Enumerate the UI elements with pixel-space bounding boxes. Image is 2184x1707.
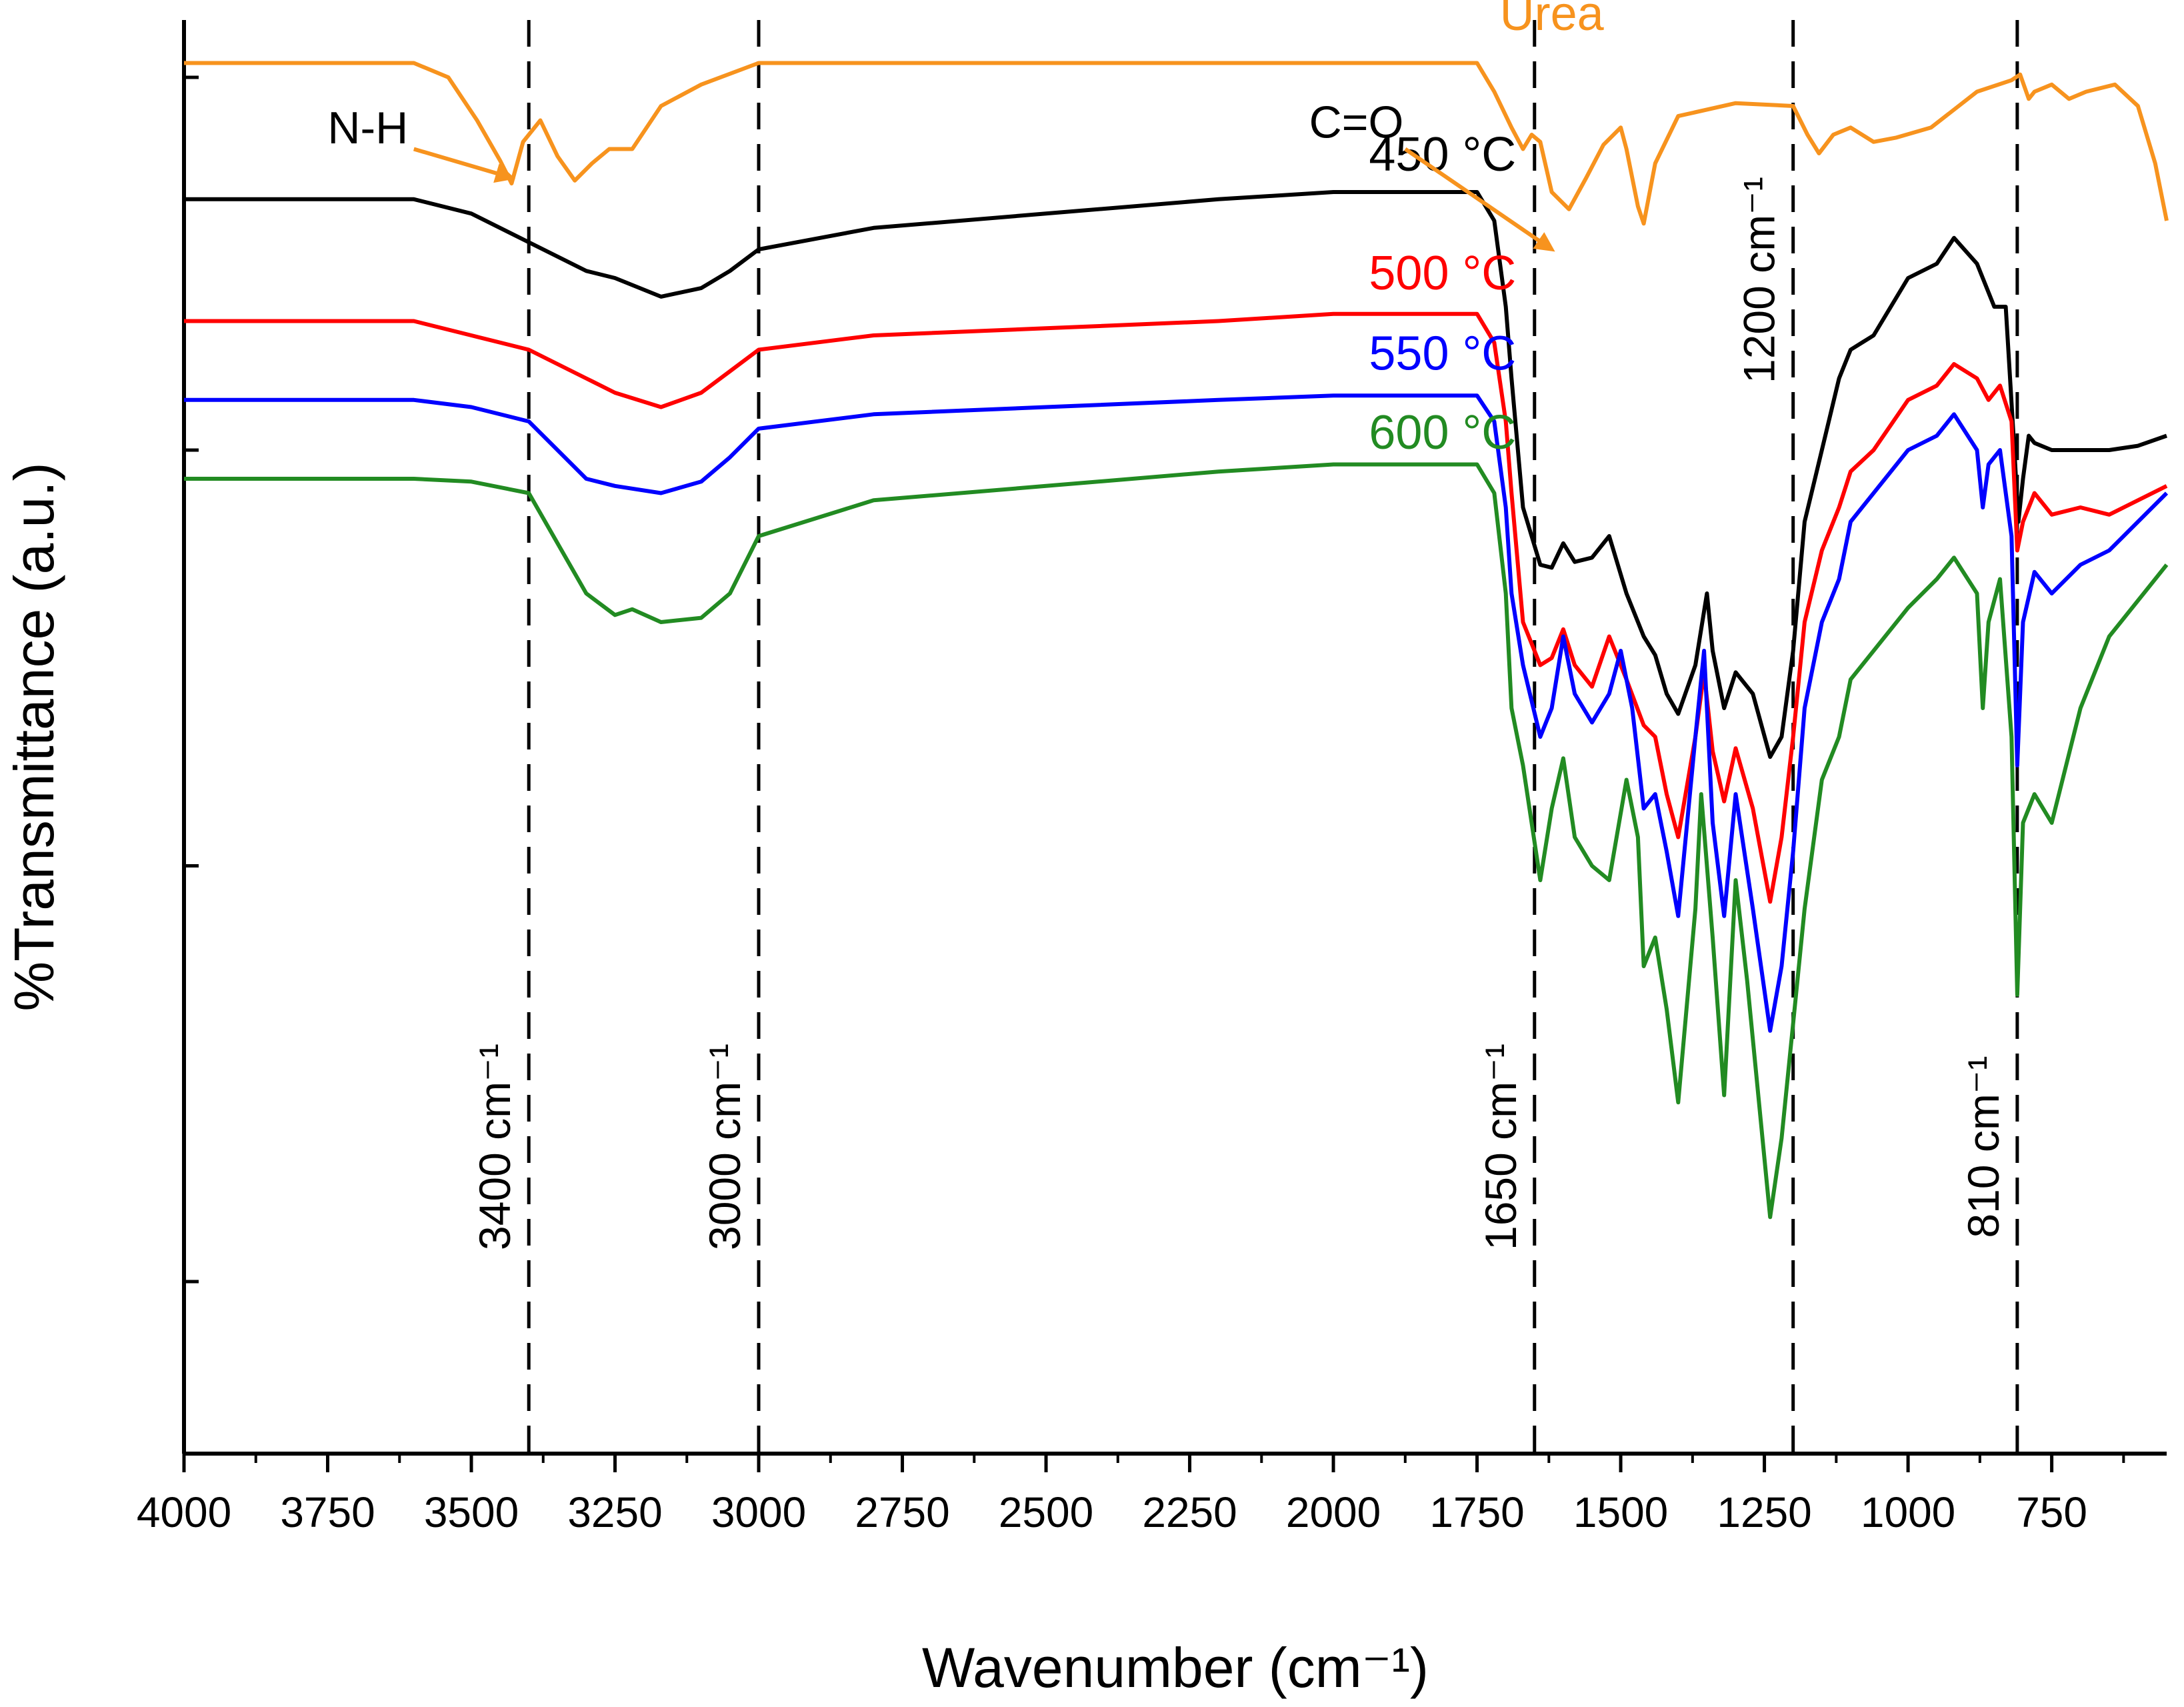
series-label: 550 °C xyxy=(1369,327,1516,381)
x-tick-label: 1750 xyxy=(1429,1488,1524,1536)
reference-line-label: 810 cm⁻¹ xyxy=(1959,1056,2008,1238)
annotation-arrow xyxy=(1404,147,1555,252)
x-tick-label: 2500 xyxy=(999,1488,1093,1536)
series-line xyxy=(184,462,2169,1220)
x-tick-label: 3000 xyxy=(711,1488,806,1536)
annotation-label: C=O xyxy=(1309,97,1404,147)
series-group xyxy=(184,61,2169,1220)
reference-lines: 3400 cm⁻¹ 3000 cm⁻¹ 1650 cm⁻¹ 1200 cm⁻¹ 810 … xyxy=(470,20,2019,1454)
annotation-label: N-H xyxy=(327,103,408,153)
x-tick-label: 1000 xyxy=(1861,1488,1955,1536)
x-tick-label: 4000 xyxy=(137,1488,231,1536)
series-line xyxy=(184,393,2169,1033)
x-tick-label: 2750 xyxy=(855,1488,949,1536)
annotation-arrow xyxy=(413,147,516,183)
x-tick-label: 1500 xyxy=(1573,1488,1668,1536)
series-label: 500 °C xyxy=(1369,247,1516,300)
series-label: Urea xyxy=(1500,0,1605,41)
x-tick-label: 750 xyxy=(2016,1488,2087,1536)
reference-line-label: 1650 cm⁻¹ xyxy=(1476,1044,1525,1250)
series-line xyxy=(184,311,2168,904)
annotations: N-H C=O xyxy=(327,97,1555,252)
x-ticks: 4000 3750 3500 3250 3000 2750 2500 2250 2000 1750… xyxy=(137,1454,2125,1536)
x-tick-label: 2000 xyxy=(1286,1488,1381,1536)
series-line xyxy=(184,190,2167,759)
series-label: 600 °C xyxy=(1369,406,1516,459)
x-tick-label: 2250 xyxy=(1142,1488,1237,1536)
x-tick-label: 3250 xyxy=(567,1488,662,1536)
x-axis-title: Wavenumber (cm⁻¹) xyxy=(922,1636,1429,1699)
x-tick-label: 3500 xyxy=(424,1488,519,1536)
x-tick-label: 1250 xyxy=(1717,1488,1811,1536)
reference-line-label: 3400 cm⁻¹ xyxy=(470,1044,519,1250)
y-axis-title: %Transmittance (a.u.) xyxy=(3,462,65,1011)
series-line xyxy=(184,61,2169,226)
x-tick-label: 3750 xyxy=(280,1488,375,1536)
y-ticks xyxy=(184,75,199,1284)
reference-line-label: 3000 cm⁻¹ xyxy=(700,1044,749,1250)
reference-line-label: 1200 cm⁻¹ xyxy=(1735,177,1784,383)
